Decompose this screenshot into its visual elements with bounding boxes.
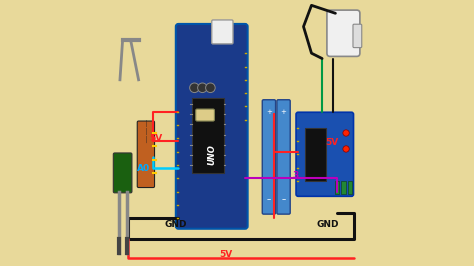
Circle shape [343,130,349,136]
FancyBboxPatch shape [113,153,132,193]
Text: 5V: 5V [149,134,163,143]
Text: +: + [281,109,286,115]
FancyBboxPatch shape [277,100,290,214]
FancyBboxPatch shape [137,121,155,188]
Text: GND: GND [316,220,339,229]
FancyBboxPatch shape [348,181,352,194]
FancyBboxPatch shape [296,112,354,196]
Text: GND: GND [164,220,187,229]
Text: UNO: UNO [207,144,216,165]
Circle shape [198,83,207,93]
FancyBboxPatch shape [176,24,247,229]
FancyBboxPatch shape [353,24,362,48]
Text: 5V: 5V [220,250,233,259]
Text: │
│
│: │ │ │ [145,120,148,143]
FancyBboxPatch shape [327,10,360,56]
FancyBboxPatch shape [305,128,326,181]
Text: –: – [282,195,286,204]
FancyBboxPatch shape [335,181,339,194]
FancyBboxPatch shape [192,98,224,173]
FancyBboxPatch shape [196,109,214,121]
FancyBboxPatch shape [341,181,346,194]
Text: –: – [267,195,271,204]
Text: A0: A0 [137,164,150,173]
Text: 5V: 5V [325,138,338,147]
Text: 3: 3 [292,171,299,180]
Circle shape [190,83,199,93]
FancyBboxPatch shape [212,20,233,44]
Circle shape [206,83,215,93]
FancyBboxPatch shape [262,100,275,214]
Circle shape [343,146,349,152]
Text: +: + [266,109,272,115]
